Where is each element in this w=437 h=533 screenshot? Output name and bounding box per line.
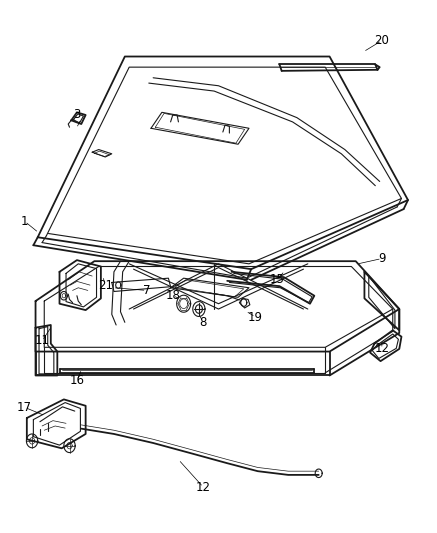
Text: 15: 15: [270, 273, 285, 286]
Text: 16: 16: [69, 374, 84, 387]
Text: 12: 12: [196, 481, 211, 494]
Text: 11: 11: [35, 334, 49, 348]
Text: 19: 19: [248, 311, 263, 324]
Text: 18: 18: [165, 289, 180, 302]
Text: 9: 9: [378, 252, 385, 265]
Text: 1: 1: [21, 215, 28, 228]
Text: 21: 21: [98, 279, 113, 292]
Text: 3: 3: [73, 109, 80, 122]
Text: 12: 12: [375, 342, 389, 356]
Text: 7: 7: [143, 284, 150, 297]
Text: 8: 8: [200, 316, 207, 329]
Text: 17: 17: [17, 401, 32, 414]
Text: 20: 20: [375, 34, 389, 47]
